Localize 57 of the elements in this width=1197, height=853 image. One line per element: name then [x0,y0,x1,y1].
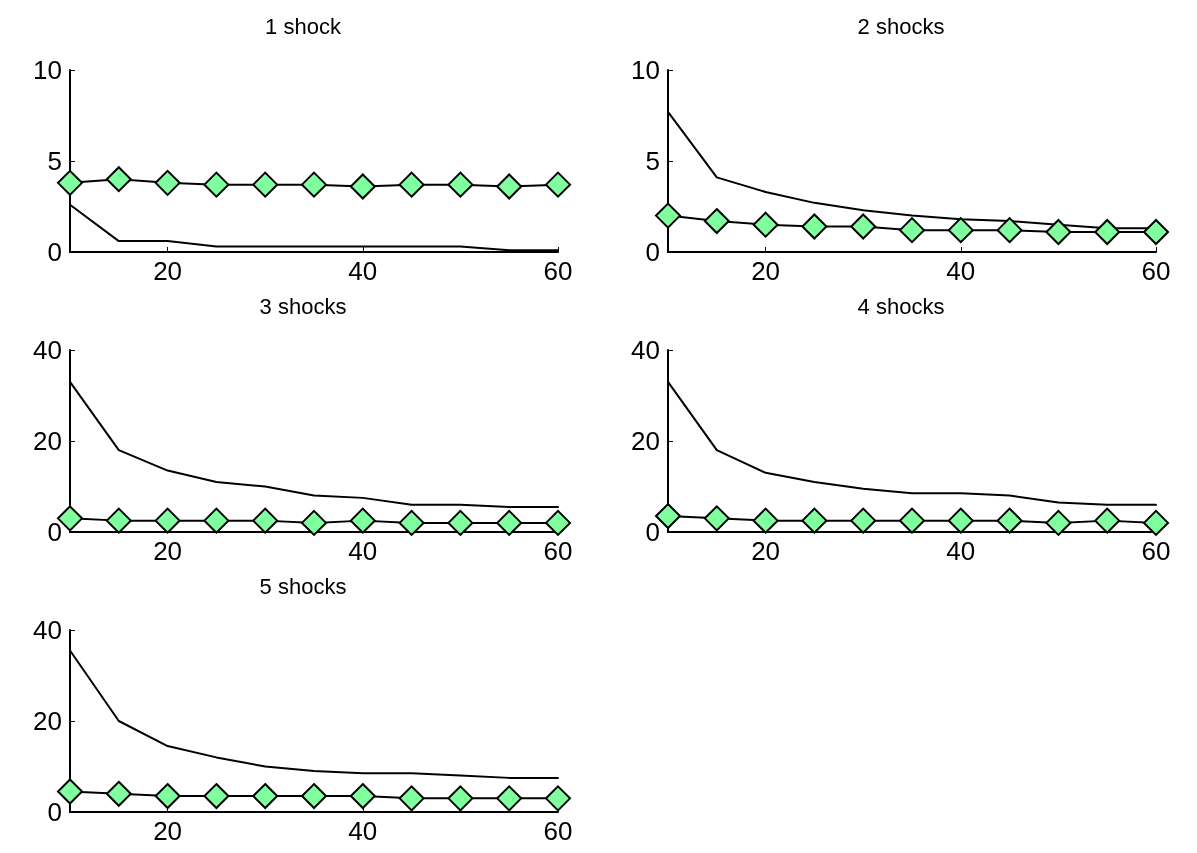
point [947,217,974,244]
point [154,169,181,196]
y-tick-label: 0 [47,797,62,827]
point [1045,218,1072,245]
point [203,171,230,198]
chart-title: 4 shocks [857,293,945,319]
point [447,171,474,198]
point [57,169,83,196]
point [801,213,828,240]
point [301,171,327,198]
y-tick-label: 0 [47,237,62,267]
x-tick-label: 60 [1141,536,1171,566]
point [398,171,425,198]
x-tick-label: 60 [543,536,573,566]
point [899,217,925,244]
x-tick-label: 40 [946,256,976,286]
y-tick-label: 20 [631,426,660,456]
x-tick-label: 20 [153,536,183,566]
y-tick-label: 20 [33,706,62,736]
y-tick-label: 40 [631,335,660,365]
x-tick-label: 40 [946,536,976,566]
y-tick-label: 40 [33,335,62,365]
point [496,173,523,200]
x-tick-label: 40 [348,536,378,566]
y-tick-label: 10 [631,55,660,85]
point [105,166,132,193]
point [349,173,376,200]
chart-title: 2 shocks [857,13,945,39]
point [655,202,681,229]
x-tick-label: 60 [543,256,573,286]
x-tick-label: 20 [751,536,781,566]
x-tick-label: 60 [1141,256,1171,286]
y-tick-label: 5 [645,146,660,176]
y-tick-label: 10 [33,55,62,85]
point [252,171,279,198]
point [545,171,571,198]
y-tick-label: 5 [47,146,62,176]
y-tick-label: 0 [645,237,660,267]
x-tick-label: 60 [543,816,573,846]
x-tick-label: 20 [751,256,781,286]
y-tick-label: 20 [33,426,62,456]
chart-title: 5 shocks [259,573,347,599]
x-tick-label: 20 [153,816,183,846]
y-tick-label: 0 [47,517,62,547]
y-tick-label: 40 [33,615,62,645]
x-tick-label: 20 [153,256,183,286]
point [703,208,730,235]
y-tick-label: 0 [645,517,660,547]
chart-title: 1 shock [265,13,342,39]
chart-title: 3 shocks [259,293,347,319]
x-tick-label: 40 [348,816,378,846]
point [1143,218,1169,245]
point [996,217,1023,244]
point [752,211,779,238]
point [850,213,877,240]
x-tick-label: 40 [348,256,378,286]
point [1094,218,1121,245]
